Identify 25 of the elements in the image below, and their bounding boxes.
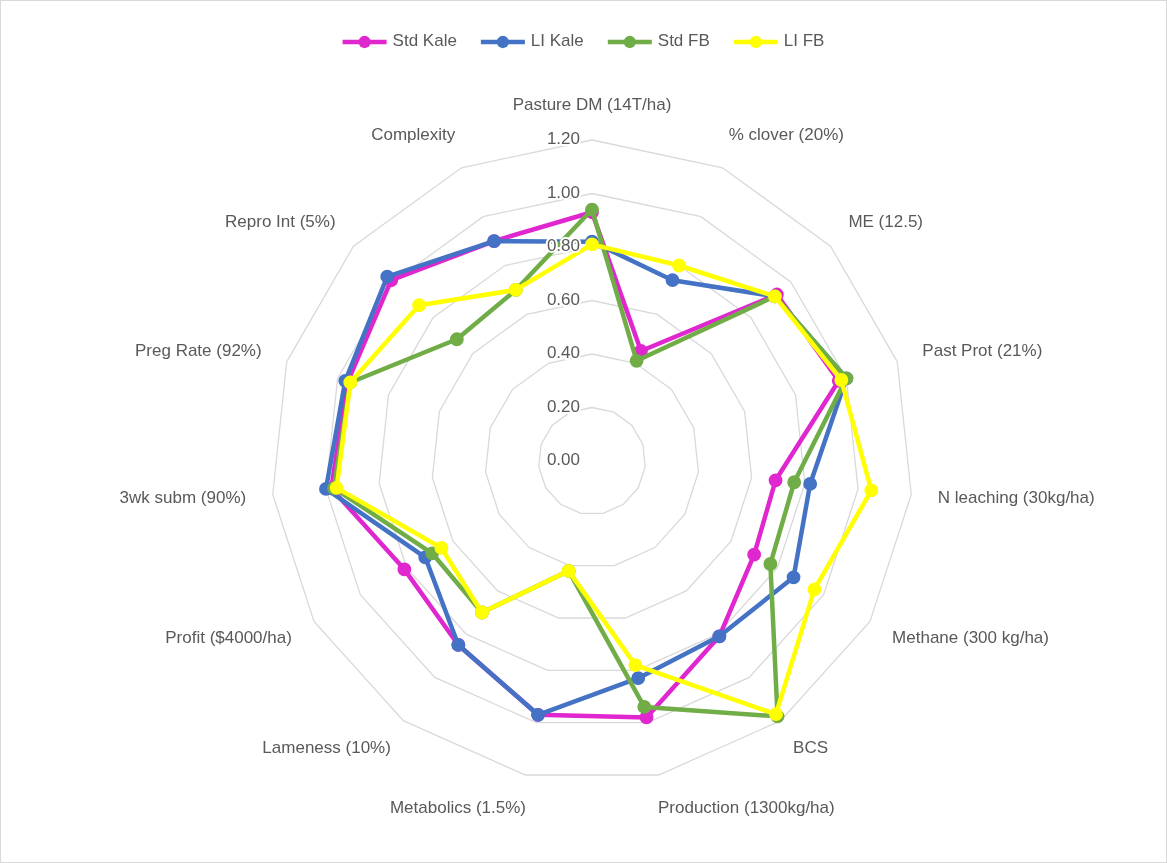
spoke-label: ME (12.5) — [848, 212, 924, 232]
spoke-label: Methane (300 kg/ha) — [892, 628, 1049, 648]
spoke-label: Lameness (10%) — [262, 738, 391, 758]
legend-label: LI FB — [783, 31, 825, 51]
spoke-label: N leaching (30kg/ha) — [937, 487, 1095, 507]
y-tick-label: 0.60 — [546, 289, 580, 309]
y-tick-label: 1.20 — [546, 129, 580, 149]
spoke-label: Pasture DM (14T/ha) — [512, 94, 672, 114]
spoke-label: Preg Rate (92%) — [135, 340, 262, 360]
spoke-label: Repro Int (5%) — [225, 212, 336, 232]
y-tick-label: 0.20 — [546, 396, 580, 416]
spoke-label: Profit ($4000/ha) — [165, 628, 292, 648]
legend-label: Std Kale — [392, 31, 457, 51]
spoke-label: Metabolics (1.5%) — [389, 798, 527, 818]
legend-label: Std FB — [657, 31, 710, 51]
spoke-label: Past Prot (21%) — [922, 340, 1043, 360]
y-tick-label: 1.00 — [546, 182, 580, 202]
spoke-label: Complexity — [371, 125, 456, 145]
spoke-label: % clover (20%) — [728, 125, 844, 145]
spoke-label: 3wk subm (90%) — [119, 487, 247, 507]
spoke-label: BCS — [793, 738, 829, 758]
legend-label: LI Kale — [530, 31, 584, 51]
y-tick-label: 0.00 — [546, 450, 580, 470]
y-tick-label: 0.40 — [546, 343, 580, 363]
spoke-label: Production (1300kg/ha) — [657, 798, 835, 818]
